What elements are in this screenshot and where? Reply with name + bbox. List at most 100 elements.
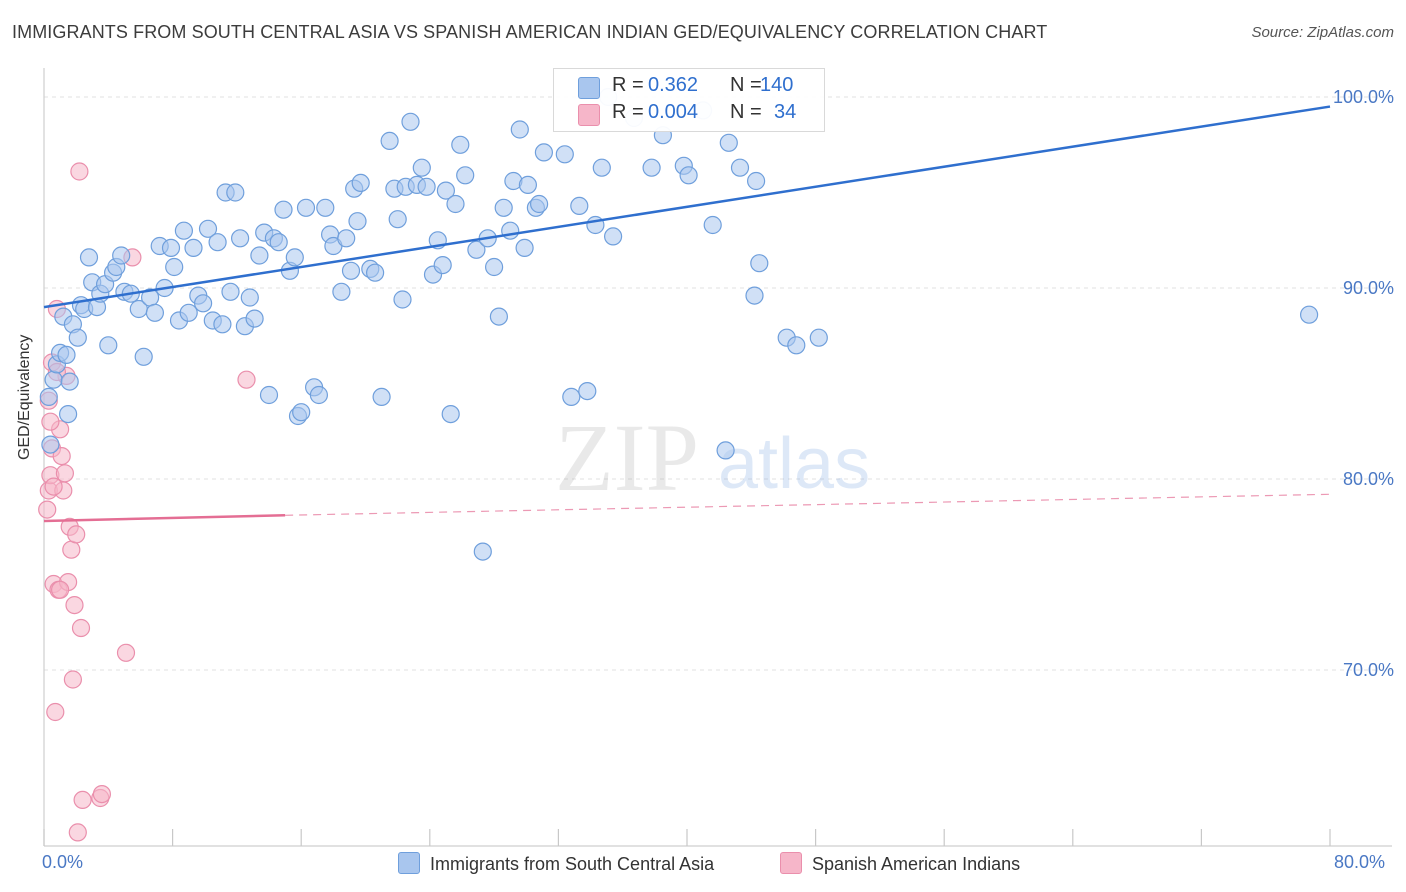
data-point-south-central-asia (716, 441, 735, 460)
data-point-south-central-asia (99, 336, 118, 355)
data-point-south-central-asia (1299, 305, 1319, 324)
data-point-south-central-asia (719, 133, 738, 152)
data-point-spanish-american-indians (62, 540, 81, 559)
data-point-south-central-asia (529, 194, 549, 214)
data-point-south-central-asia (44, 370, 63, 389)
data-point-south-central-asia (285, 248, 304, 267)
watermark: ZIP atlas (555, 404, 870, 511)
data-point-south-central-asia (745, 286, 764, 305)
axes (43, 68, 1392, 847)
data-point-south-central-asia (269, 233, 288, 252)
data-point-south-central-asia (501, 221, 520, 240)
data-point-spanish-american-indians (50, 580, 70, 599)
data-point-south-central-asia (388, 210, 407, 229)
data-point-spanish-american-indians (65, 595, 84, 615)
data-point-south-central-asia (578, 382, 597, 401)
data-point-south-central-asia (510, 120, 529, 139)
legend-n-label: N = (730, 74, 762, 96)
data-point-south-central-asia (809, 328, 828, 347)
data-point-south-central-asia (112, 246, 131, 265)
trendlines (43, 105, 1331, 523)
data-point-south-central-asia (679, 166, 698, 185)
data-point-south-central-asia (489, 307, 508, 326)
bottom-legend-label-pink: Spanish American Indians (812, 854, 1021, 874)
data-point-south-central-asia (231, 229, 250, 248)
data-point-south-central-asia (208, 233, 227, 252)
data-point-south-central-asia (562, 387, 581, 406)
data-point-spanish-american-indians (70, 162, 89, 181)
data-point-south-central-asia (393, 290, 412, 309)
series-spanish-american-indians (38, 162, 256, 842)
data-point-south-central-asia (348, 212, 367, 231)
data-point-south-central-asia (165, 257, 184, 277)
data-point-south-central-asia (134, 347, 153, 366)
data-point-south-central-asia (341, 261, 361, 280)
data-point-south-central-asia (555, 145, 574, 164)
data-point-south-central-asia (316, 198, 335, 217)
data-point-south-central-asia (456, 166, 475, 185)
data-point-south-central-asia (292, 403, 311, 422)
data-point-south-central-asia (194, 294, 213, 313)
data-point-south-central-asia (332, 282, 351, 301)
data-point-south-central-asia (730, 158, 750, 177)
data-point-spanish-american-indians (116, 643, 136, 662)
data-point-south-central-asia (485, 257, 504, 277)
data-point-south-central-asia (703, 215, 722, 235)
data-point-south-central-asia (518, 175, 538, 194)
legend-r-value: 0.362 (648, 74, 699, 96)
data-point-south-central-asia (68, 328, 87, 347)
legend-r-label: R = (612, 101, 644, 123)
data-point-south-central-asia (60, 372, 79, 391)
data-point-south-central-asia (337, 229, 356, 248)
data-point-south-central-asia (436, 181, 455, 200)
data-point-south-central-asia (221, 282, 240, 301)
data-point-spanish-american-indians (71, 618, 91, 638)
data-point-south-central-asia (145, 303, 164, 322)
data-point-spanish-american-indians (92, 784, 112, 804)
data-point-spanish-american-indians (63, 670, 83, 689)
data-point-south-central-asia (296, 198, 316, 217)
data-point-south-central-asia (446, 194, 465, 214)
data-point-spanish-american-indians (67, 525, 86, 544)
data-point-south-central-asia (534, 143, 554, 162)
data-point-south-central-asia (467, 240, 486, 259)
watermark-atlas: atlas (718, 424, 870, 504)
data-point-south-central-asia (79, 248, 99, 267)
data-point-south-central-asia (259, 385, 279, 405)
data-point-spanish-american-indians (38, 500, 57, 519)
data-point-spanish-american-indians (44, 477, 63, 496)
data-point-south-central-asia (642, 158, 661, 177)
legend-swatch-blue (578, 77, 600, 99)
data-point-south-central-asia (412, 158, 431, 177)
data-point-south-central-asia (401, 112, 420, 131)
data-point-south-central-asia (515, 238, 534, 257)
data-point-south-central-asia (451, 135, 470, 154)
trendline-spanish-american-indians-extension (285, 493, 1331, 516)
bottom-legend-label-blue: Immigrants from South Central Asia (430, 854, 715, 874)
bottom-legend-swatch-blue (398, 852, 420, 874)
data-point-south-central-asia (603, 227, 623, 246)
trendline-south-central-asia (43, 105, 1331, 309)
source-label: Source: ZipAtlas.com (1251, 24, 1394, 41)
y-tick-label-70: 70.0% (1342, 660, 1394, 680)
data-point-south-central-asia (351, 173, 370, 192)
data-point-south-central-asia (41, 435, 60, 454)
data-point-spanish-american-indians (55, 464, 75, 483)
data-point-south-central-asia (274, 200, 293, 219)
data-point-spanish-american-indians (52, 447, 71, 466)
legend-r-label: R = (612, 74, 644, 96)
bottom-legend-blue[interactable]: Immigrants from South Central Asia (398, 852, 714, 875)
data-point-south-central-asia (433, 256, 452, 275)
data-point-south-central-asia (570, 196, 589, 215)
data-point-south-central-asia (372, 387, 391, 406)
data-point-south-central-asia (179, 303, 198, 322)
legend-n-value: 34 (774, 101, 797, 123)
data-point-spanish-american-indians (46, 702, 65, 722)
legend-n-value: 140 (760, 74, 794, 96)
bottom-legend-pink[interactable]: Spanish American Indians (780, 852, 1020, 875)
data-point-south-central-asia (750, 254, 769, 273)
data-point-south-central-asia (787, 336, 806, 355)
data-point-south-central-asia (184, 238, 203, 257)
data-point-south-central-asia (417, 177, 436, 196)
data-point-spanish-american-indians (68, 823, 87, 842)
